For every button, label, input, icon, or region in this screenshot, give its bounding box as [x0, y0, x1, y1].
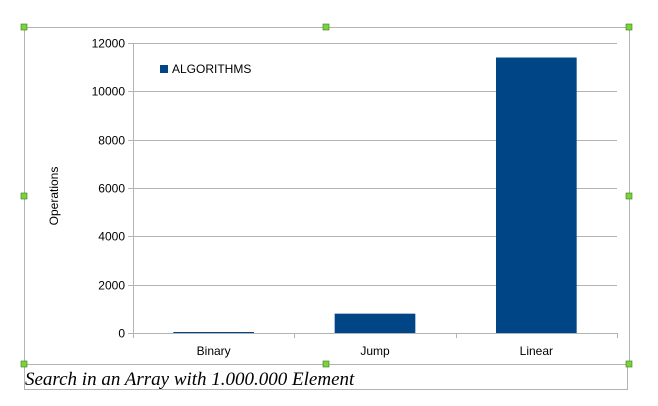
chart-caption: Search in an Array with 1.000.000 Elemen…: [25, 369, 355, 390]
x-tick-label: Jump: [360, 344, 390, 358]
legend-label: ALGORITHMS: [172, 62, 251, 76]
y-tick-label: 6000: [98, 182, 125, 196]
resize-handle[interactable]: [625, 192, 633, 200]
bar-binary: [173, 332, 254, 333]
y-tick-labels: 0 2000 4000 6000 8000 10000 12000: [92, 37, 126, 341]
y-tick-label: 10000: [92, 85, 126, 99]
bars: [173, 57, 577, 333]
axes: [128, 43, 618, 338]
resize-handle[interactable]: [322, 360, 330, 368]
resize-handle[interactable]: [20, 23, 28, 31]
resize-handle[interactable]: [322, 23, 330, 31]
x-tick-label: Linear: [520, 344, 553, 358]
x-tick-label: Binary: [197, 344, 231, 358]
resize-handle[interactable]: [20, 192, 28, 200]
resize-handle[interactable]: [20, 360, 28, 368]
bar-linear: [496, 57, 577, 333]
resize-handle[interactable]: [625, 360, 633, 368]
x-tick-labels: Binary Jump Linear: [197, 344, 553, 358]
bar-jump: [334, 313, 416, 333]
y-tick-label: 8000: [98, 134, 125, 148]
y-tick-label: 12000: [92, 37, 126, 51]
legend: ALGORITHMS: [160, 62, 251, 76]
legend-swatch: [160, 65, 168, 73]
y-tick-label: 2000: [98, 279, 125, 293]
resize-handles[interactable]: [20, 23, 633, 368]
y-tick-label: 4000: [98, 230, 125, 244]
y-tick-label: 0: [118, 327, 125, 341]
resize-handle[interactable]: [625, 23, 633, 31]
y-axis-title: Operations: [47, 167, 61, 226]
